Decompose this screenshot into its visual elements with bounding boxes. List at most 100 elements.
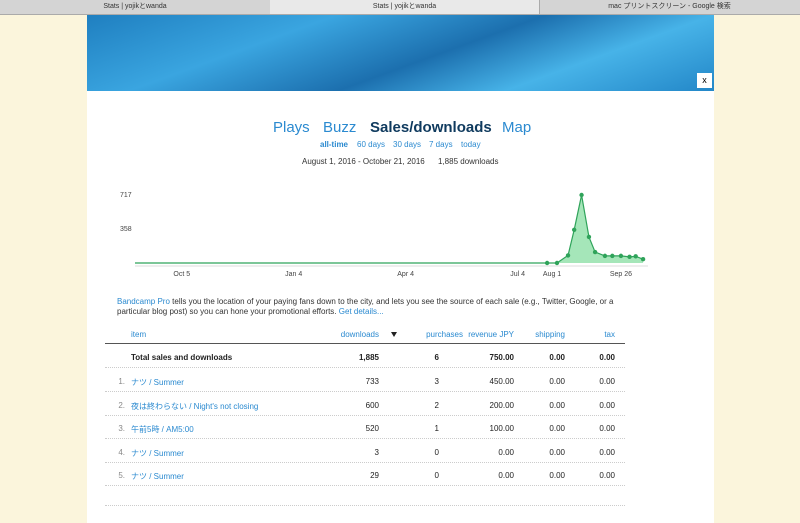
total-downloads: 1,885 downloads <box>438 157 499 166</box>
point <box>554 260 560 266</box>
cell: 2 <box>434 401 439 410</box>
x-tick-label: Apr 4 <box>397 271 414 278</box>
cell: 3 <box>374 448 379 457</box>
row-number: 1. <box>118 377 125 386</box>
total-cell: 750.00 <box>489 353 514 362</box>
nav-tab[interactable]: Plays <box>273 119 310 136</box>
total-cell: Total sales and downloads <box>131 353 233 362</box>
description: Bandcamp Pro tells you the location of y… <box>117 297 645 317</box>
link[interactable]: Get details... <box>338 307 384 316</box>
row-divider <box>105 438 625 439</box>
y-tick-label: 717 <box>120 192 132 199</box>
x-tick-label: Jan 4 <box>285 271 302 278</box>
column-header[interactable]: downloads <box>340 330 379 339</box>
point <box>586 234 592 240</box>
cell: 3 <box>434 377 439 386</box>
period-link[interactable]: today <box>461 140 481 149</box>
cell: 200.00 <box>489 401 514 410</box>
item-link[interactable]: ナツ / Summer <box>131 378 184 387</box>
total-cell: 6 <box>434 353 439 362</box>
cell: 0.00 <box>549 424 565 433</box>
column-header[interactable]: shipping <box>535 330 565 339</box>
tab[interactable]: mac プリントスクリーン - Google 検索 <box>539 0 800 14</box>
item-link[interactable]: ナツ / Summer <box>131 472 184 481</box>
column-header[interactable]: revenue JPY <box>468 330 514 339</box>
total-cell: 0.00 <box>599 353 615 362</box>
cell: 0.00 <box>549 401 565 410</box>
x-tick-label: Oct 5 <box>173 271 190 278</box>
close-button[interactable]: x <box>697 73 712 88</box>
period-link[interactable]: 30 days <box>393 140 422 149</box>
point <box>640 257 646 262</box>
item-link[interactable]: 夜は終わらない / Night's not closing <box>131 402 259 411</box>
period-link[interactable]: 60 days <box>357 140 386 149</box>
column-header[interactable]: purchases <box>426 330 463 339</box>
date-range: August 1, 2016 - October 21, 2016 <box>302 157 425 166</box>
row-number: 2. <box>118 401 125 410</box>
nav-tab[interactable]: Map <box>502 119 532 136</box>
cell: 733 <box>365 377 379 386</box>
period-link[interactable]: all-time <box>320 140 349 149</box>
row-divider <box>105 505 625 506</box>
row-number: 5. <box>118 471 125 480</box>
cell: 0.00 <box>599 424 615 433</box>
point <box>602 253 608 259</box>
header-image <box>87 15 714 91</box>
cell: 520 <box>365 424 379 433</box>
row-divider <box>105 343 625 344</box>
point <box>544 260 550 266</box>
column-header[interactable]: tax <box>604 330 615 339</box>
y-tick-label: 358 <box>120 226 132 233</box>
point <box>627 254 632 260</box>
tab[interactable]: Stats | yojikとwanda <box>270 0 540 14</box>
point <box>565 253 571 258</box>
point <box>571 227 577 233</box>
row-divider <box>105 462 625 463</box>
cell: 100.00 <box>489 424 514 433</box>
cell: 0.00 <box>498 471 514 480</box>
row-divider <box>105 391 625 392</box>
cell: 600 <box>365 401 379 410</box>
area <box>135 195 644 263</box>
row-divider <box>105 367 625 368</box>
column-header[interactable]: item <box>131 330 147 339</box>
point <box>592 249 598 255</box>
point <box>610 253 615 259</box>
total-cell: 0.00 <box>549 353 565 362</box>
cell: 1 <box>434 424 439 433</box>
row-divider <box>105 485 625 486</box>
cell: 0.00 <box>599 401 615 410</box>
sort-arrow <box>391 332 397 337</box>
cell: 0.00 <box>498 448 514 457</box>
point <box>618 253 624 259</box>
cell: 29 <box>370 471 379 480</box>
total-cell: 1,885 <box>358 353 379 362</box>
row-number: 4. <box>118 448 125 457</box>
row-number: 3. <box>118 424 125 433</box>
item-link[interactable]: 午前5時 / AM5:00 <box>131 425 194 434</box>
line <box>135 194 644 264</box>
x-tick-label: Jul 4 <box>510 271 525 278</box>
cell: 0.00 <box>599 448 615 457</box>
point <box>579 192 584 198</box>
cell: 0.00 <box>549 448 565 457</box>
nav-tab[interactable]: Sales/downloads <box>370 119 492 136</box>
cell: 0 <box>434 471 439 480</box>
tab-bar: Stats | yojikとwanda Stats | yojikとwanda ma… <box>0 0 800 15</box>
cell: 0.00 <box>599 471 615 480</box>
point <box>633 254 638 259</box>
cell: 0 <box>434 448 439 457</box>
cell: 0.00 <box>549 471 565 480</box>
cell: 0.00 <box>599 377 615 386</box>
item-link[interactable]: ナツ / Summer <box>131 449 184 458</box>
text: tells you the location of your paying fa… <box>117 297 614 316</box>
cell: 450.00 <box>489 377 514 386</box>
period-link[interactable]: 7 days <box>429 140 453 149</box>
nav-tab[interactable]: Buzz <box>323 119 357 136</box>
x-tick-label: Sep 26 <box>610 271 632 278</box>
link[interactable]: Bandcamp Pro <box>117 297 170 306</box>
x-tick-label: Aug 1 <box>543 271 561 278</box>
cell: 0.00 <box>549 377 565 386</box>
